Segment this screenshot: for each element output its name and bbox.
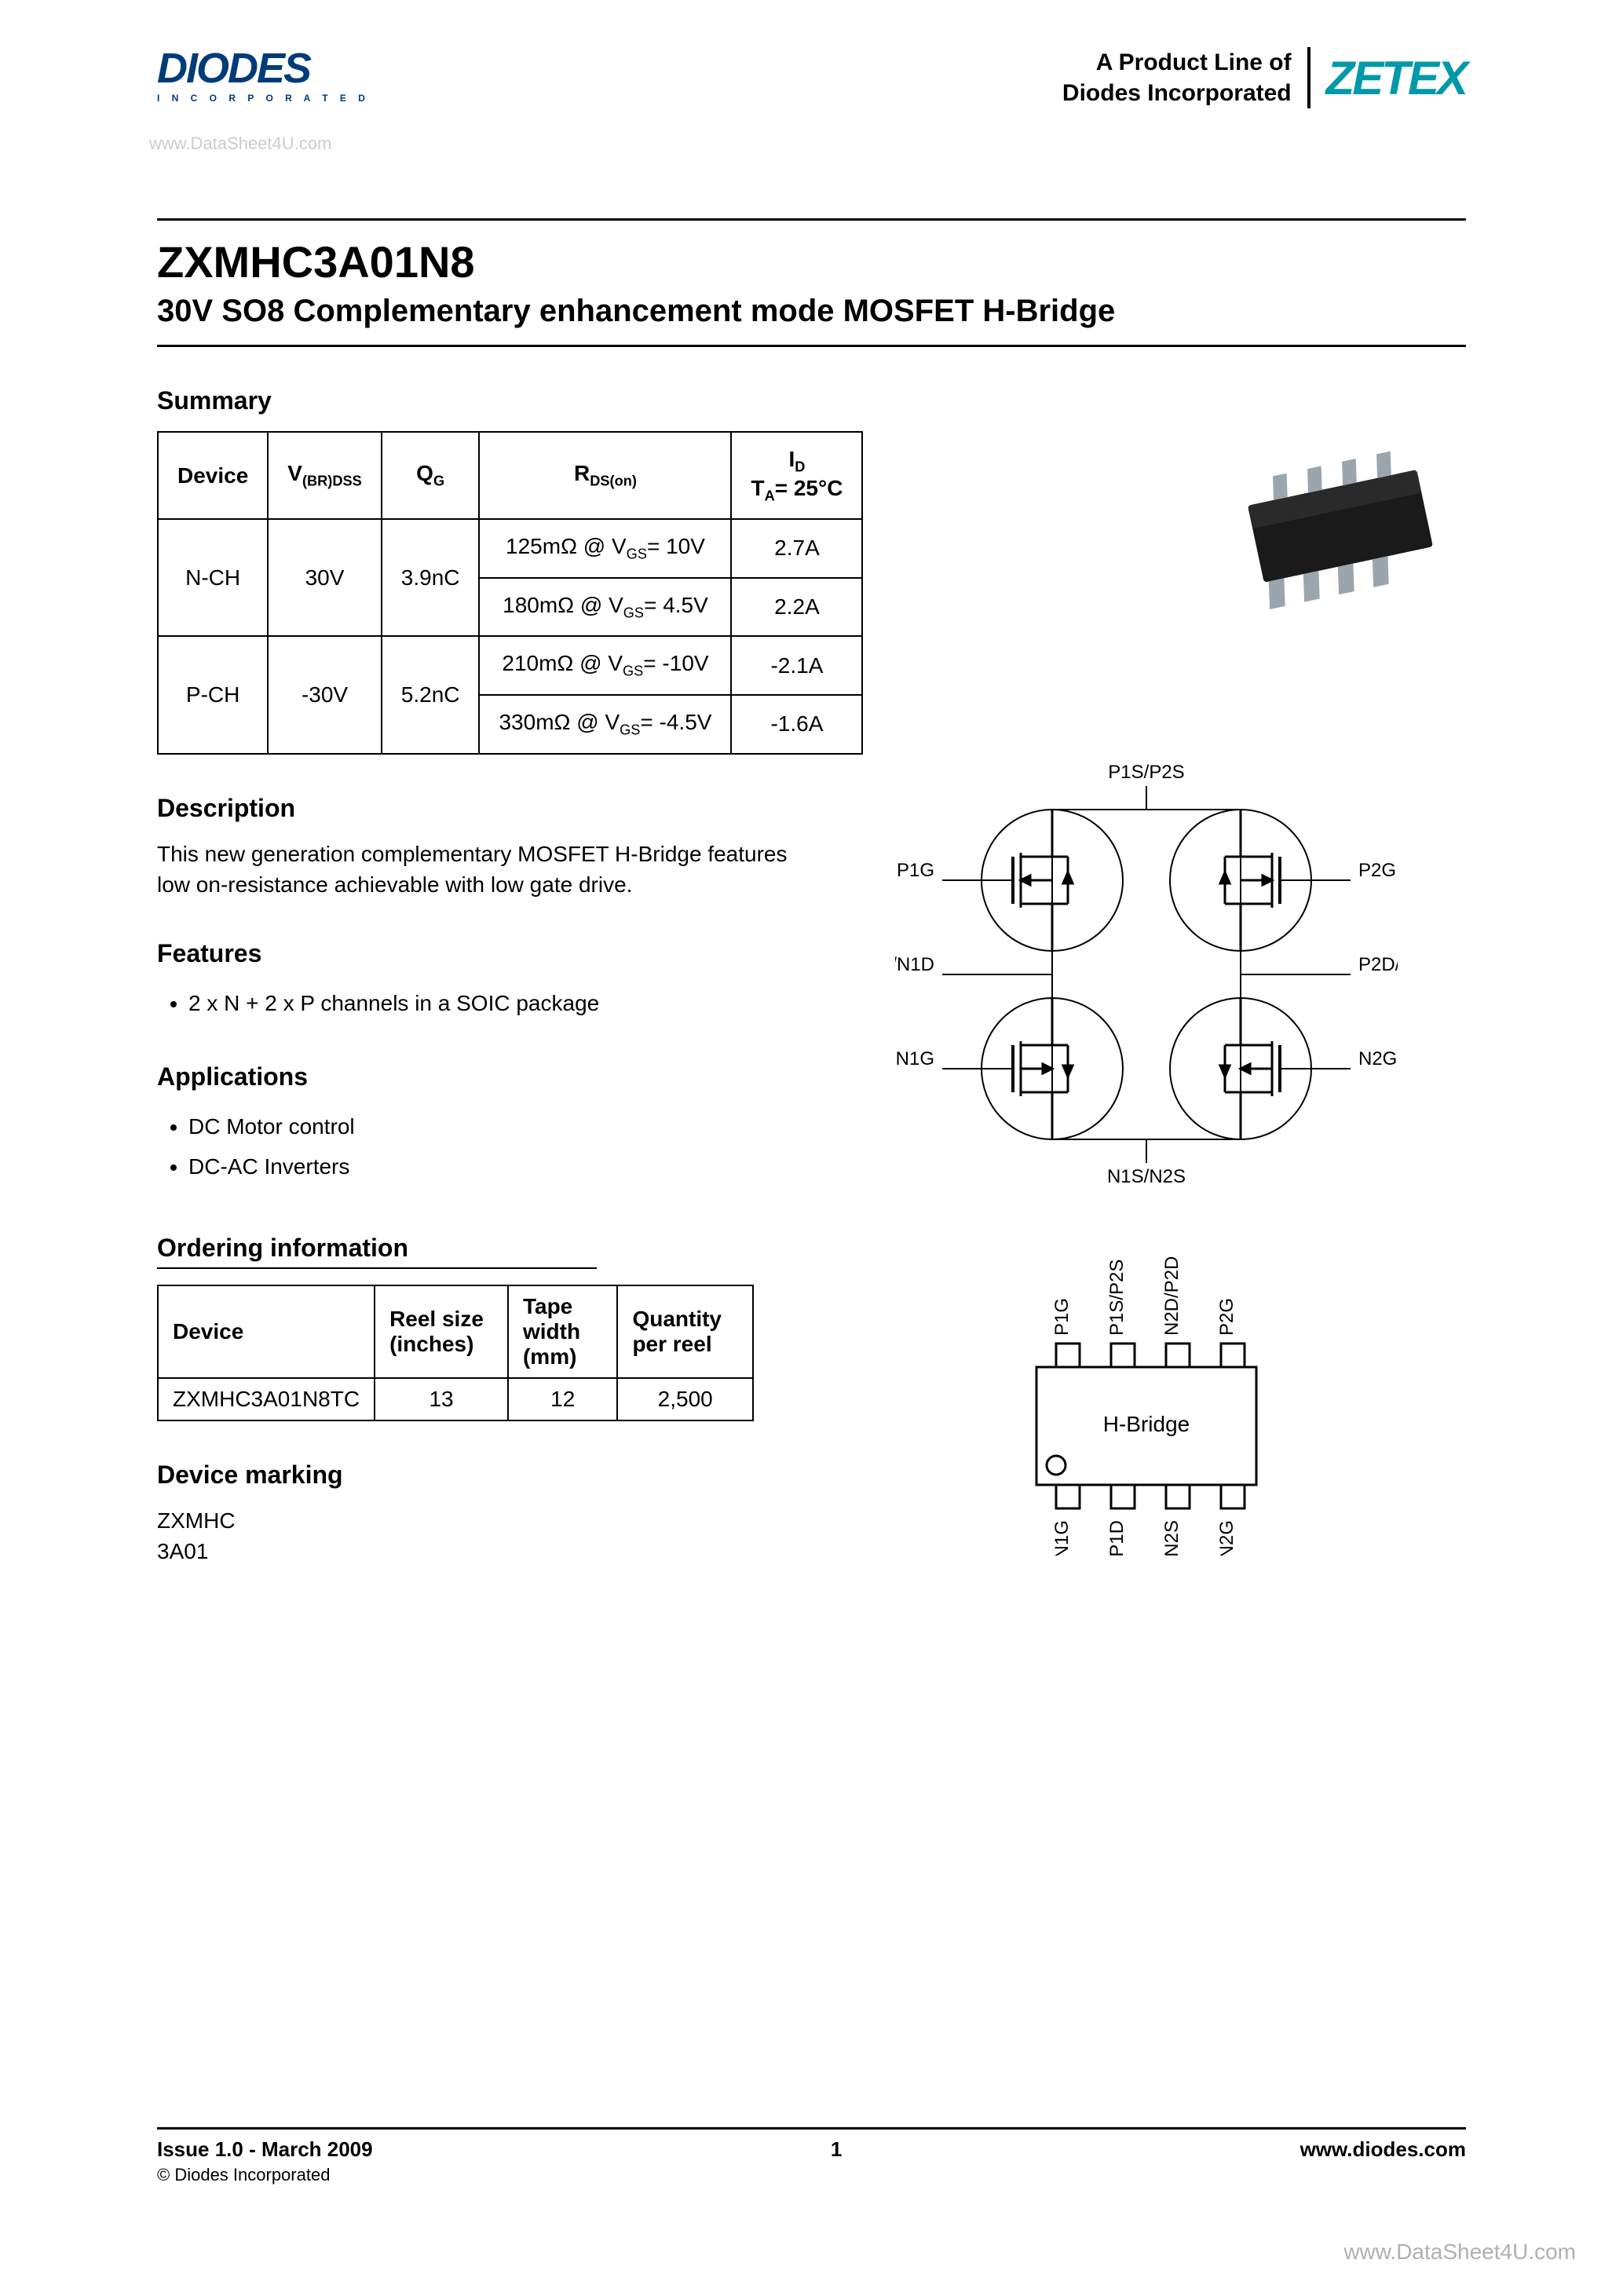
left-column: Description This new generation compleme…: [157, 755, 796, 1575]
col-vbrdss: V(BR)DSS: [268, 432, 381, 519]
ord-cell-3: 2,500: [617, 1378, 753, 1420]
ordering-heading: Ordering information: [157, 1234, 597, 1269]
ord-cell-0: ZXMHC3A01N8TC: [158, 1378, 375, 1420]
ord-cell-2: 12: [508, 1378, 617, 1420]
product-line-1: A Product Line of: [1096, 49, 1292, 75]
part-number: ZXMHC3A01N8: [157, 236, 1466, 287]
cell-nch: N-CH: [158, 519, 268, 636]
lbl-n1g: N1G: [896, 1048, 934, 1069]
hbridge-schematic: P1S/P2S P1G P2G P1D/N1D P2D/N2D N1G N2G …: [895, 755, 1398, 1194]
pin-top-1: P1S/P2S: [1106, 1259, 1128, 1335]
lbl-p2g: P2G: [1358, 860, 1396, 881]
footer-left: Issue 1.0 - March 2009 © Diodes Incorpor…: [157, 2137, 373, 2186]
watermark-bottom: www.DataSheet4U.com: [1343, 2239, 1576, 2265]
lbl-p2d: P2D/N2D: [1358, 954, 1398, 975]
pin-bot-1: N1D/P1D: [1106, 1520, 1128, 1556]
pin-top-2: N2D/P2D: [1161, 1256, 1183, 1335]
marking-line1: ZXMHC: [157, 1508, 236, 1533]
cell-pch-rds2: 330mΩ @ VGS= -4.5V: [479, 695, 731, 754]
applications-heading: Applications: [157, 1062, 796, 1091]
cell-pch-id1: -2.1A: [731, 636, 862, 695]
right-column: P1S/P2S P1G P2G P1D/N1D P2D/N2D N1G N2G …: [828, 755, 1467, 1556]
footer-copyright: © Diodes Incorporated: [157, 2165, 330, 2184]
summary-table: Device V(BR)DSS QG RDS(on) IDTA= 25°C N-…: [157, 431, 863, 755]
product-line-2: Diodes Incorporated: [1062, 80, 1292, 106]
marking-text: ZXMHC 3A01: [157, 1505, 796, 1567]
features-list: 2 x N + 2 x P channels in a SOIC package: [157, 984, 796, 1023]
marking-heading: Device marking: [157, 1461, 796, 1490]
pin-bot-0: N1G: [1051, 1520, 1073, 1556]
pin-bot-3: N2G: [1216, 1520, 1237, 1556]
subtitle: 30V SO8 Complementary enhancement mode M…: [157, 294, 1466, 329]
ord-col-1: Reel size (inches): [375, 1285, 508, 1378]
description-text: This new generation complementary MOSFET…: [157, 839, 796, 900]
lbl-bottom: N1S/N2S: [1107, 1166, 1186, 1187]
ordering-table: Device Reel size (inches) Tape width (mm…: [157, 1285, 754, 1421]
cell-pch-v: -30V: [268, 636, 381, 753]
pin-bot-2: N1S/N2S: [1161, 1520, 1183, 1556]
ord-col-2: Tape width (mm): [508, 1285, 617, 1378]
footer: Issue 1.0 - March 2009 © Diodes Incorpor…: [157, 2127, 1466, 2186]
pin-top-0: P1G: [1051, 1298, 1073, 1336]
cell-pch: P-CH: [158, 636, 268, 753]
product-line-text: A Product Line of Diodes Incorporated: [1062, 47, 1310, 108]
cell-nch-rds2: 180mΩ @ VGS= 4.5V: [479, 578, 731, 637]
title-rule-bottom: [157, 345, 1466, 347]
lbl-p1g: P1G: [897, 860, 934, 881]
lbl-n2g: N2G: [1358, 1048, 1397, 1069]
header: DIODES I N C O R P O R A T E D A Product…: [157, 47, 1466, 108]
application-item: DC Motor control: [188, 1107, 796, 1146]
features-heading: Features: [157, 939, 796, 968]
lbl-top: P1S/P2S: [1109, 762, 1185, 783]
ord-col-3: Quantity per reel: [617, 1285, 753, 1378]
cell-pch-rds1: 210mΩ @ VGS= -10V: [479, 636, 731, 695]
marking-line2: 3A01: [157, 1539, 208, 1563]
logo-zetex: ZETEX: [1326, 51, 1466, 105]
application-item: DC-AC Inverters: [188, 1147, 796, 1186]
cell-pch-id2: -1.6A: [731, 695, 862, 754]
logo-diodes: DIODES I N C O R P O R A T E D: [157, 47, 370, 104]
pin-top-3: P2G: [1216, 1298, 1237, 1336]
ord-cell-1: 13: [375, 1378, 508, 1420]
feature-item: 2 x N + 2 x P channels in a SOIC package: [188, 984, 796, 1023]
col-device: Device: [158, 432, 268, 519]
title-rule-top: [157, 218, 1466, 221]
logo-diodes-text: DIODES: [157, 47, 370, 90]
logo-diodes-sub: I N C O R P O R A T E D: [157, 93, 370, 104]
applications-list: DC Motor control DC-AC Inverters: [157, 1107, 796, 1186]
watermark-top: www.DataSheet4U.com: [149, 133, 331, 154]
footer-page: 1: [831, 2137, 842, 2186]
cell-nch-rds1: 125mΩ @ VGS= 10V: [479, 519, 731, 578]
col-rdson: RDS(on): [479, 432, 731, 519]
cell-pch-qg: 5.2nC: [382, 636, 480, 753]
header-right: A Product Line of Diodes Incorporated ZE…: [1062, 47, 1466, 108]
footer-issue: Issue 1.0 - March 2009: [157, 2137, 373, 2161]
description-heading: Description: [157, 794, 796, 823]
two-column-section: Description This new generation compleme…: [157, 755, 1466, 1575]
pinout-center: H-Bridge: [1103, 1412, 1190, 1436]
ord-col-0: Device: [158, 1285, 375, 1378]
cell-nch-qg: 3.9nC: [382, 519, 480, 636]
pinout-diagram: H-Bridge P1G P1S/P2S N2D/P2D P2G N1G N1D…: [950, 1226, 1343, 1556]
cell-nch-v: 30V: [268, 519, 381, 636]
col-id: IDTA= 25°C: [731, 432, 862, 519]
lbl-p1d: P1D/N1D: [895, 954, 934, 975]
cell-nch-id1: 2.7A: [731, 519, 862, 578]
datasheet-page: DIODES I N C O R P O R A T E D A Product…: [0, 0, 1623, 2296]
summary-heading: Summary: [157, 386, 1466, 415]
footer-url: www.diodes.com: [1300, 2137, 1466, 2186]
col-qg: QG: [382, 432, 480, 519]
cell-nch-id2: 2.2A: [731, 578, 862, 637]
chip-image: [1215, 448, 1466, 620]
